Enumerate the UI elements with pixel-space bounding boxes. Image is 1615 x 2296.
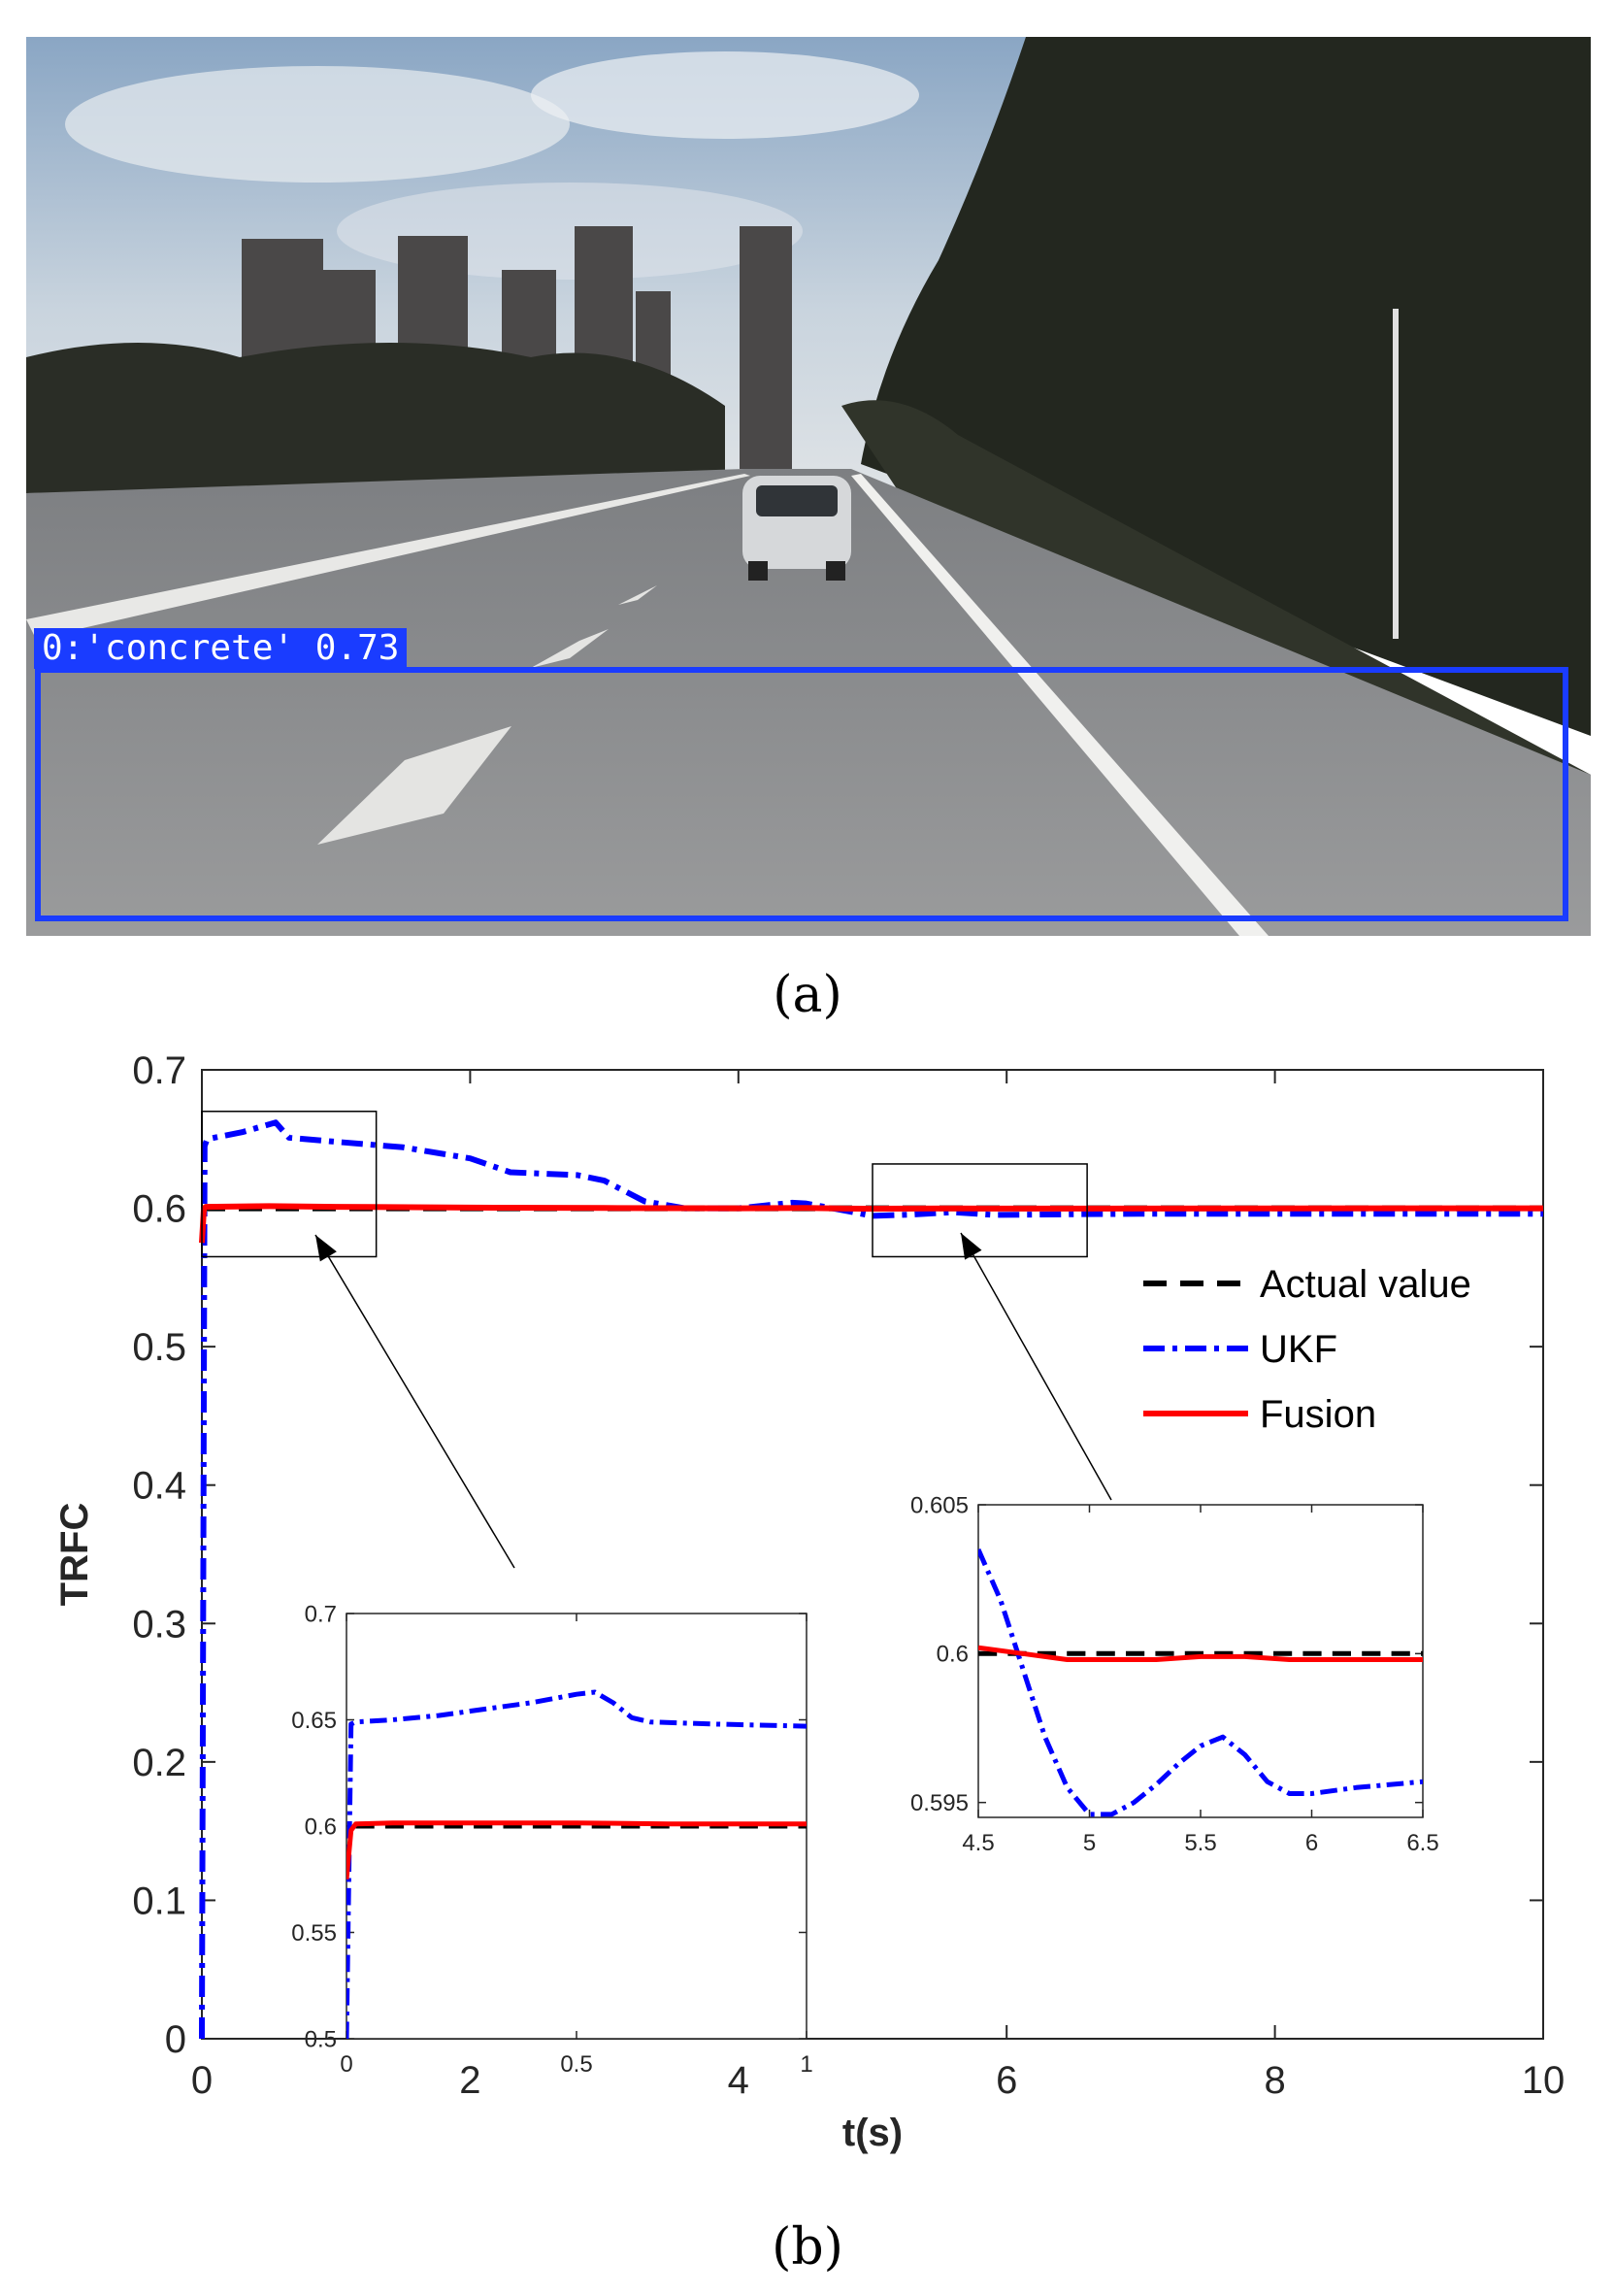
cloud — [65, 66, 570, 183]
right-trees — [861, 37, 1591, 736]
main-y-tick-label: 0.2 — [132, 1742, 186, 1784]
concrete-detection-box — [35, 667, 1568, 921]
inset0-x-tick-label: 0 — [340, 2051, 352, 2078]
inset1-x-tick-label: 6 — [1305, 1830, 1318, 1856]
inset1-x-tick-label: 5 — [1083, 1830, 1096, 1856]
zoom-arrow-head-0 — [315, 1235, 337, 1262]
x-axis-label: t(s) — [842, 2112, 903, 2154]
zoom-arrow-line-1 — [960, 1232, 1112, 1501]
inset0-y-tick-label: 0.7 — [305, 1601, 337, 1627]
left-trees — [26, 343, 725, 493]
main-x-tick-label: 8 — [1264, 2059, 1285, 2102]
zoom-arrow-head-1 — [961, 1233, 982, 1260]
main-x-tick-label: 0 — [191, 2059, 213, 2102]
inset0-x-tick-label: 0.5 — [560, 2051, 592, 2078]
main-y-tick-label: 0.1 — [132, 1880, 186, 1922]
inset0-series-line-1 — [346, 1689, 807, 2039]
main-series-line-2 — [199, 1203, 1544, 1244]
zoom-box-0 — [201, 1111, 378, 1258]
inset1-x-tick-label: 6.5 — [1406, 1830, 1438, 1856]
main-y-tick-label: 0.7 — [132, 1049, 186, 1092]
main-y-tick-label: 0.6 — [132, 1188, 186, 1231]
y-axis-label: TRFC — [53, 1503, 96, 1607]
main-y-tick-label: 0.4 — [132, 1465, 186, 1508]
legend-label-2: Fusion — [1260, 1393, 1376, 1436]
dashed-lane-marks — [317, 585, 657, 845]
inset0-y-tick-label: 0.65 — [291, 1708, 337, 1734]
car — [742, 476, 851, 581]
road-photo: 0:'concrete' 0.73 — [26, 37, 1591, 936]
inset0-series-line-2 — [346, 1820, 807, 1880]
inset1-x-tick-label: 5.5 — [1184, 1830, 1216, 1856]
inset1-y-tick-label: 0.605 — [910, 1492, 969, 1518]
zoom-arrow-line-0 — [314, 1234, 515, 1569]
main-x-tick-label: 2 — [459, 2059, 480, 2102]
panel-label-b: (b) — [772, 2218, 843, 2277]
main-x-tick-label: 6 — [996, 2059, 1017, 2102]
inset0-x-tick-label: 1 — [800, 2051, 812, 2078]
inset1-series-line-2 — [978, 1645, 1423, 1662]
inset1-y-tick-label: 0.6 — [937, 1642, 969, 1668]
lane-line — [26, 474, 750, 639]
cloud — [531, 51, 919, 139]
legend-label-1: UKF — [1260, 1328, 1337, 1371]
lane-line — [851, 474, 1269, 936]
road-scene-image — [26, 37, 1591, 936]
main-x-tick-label: 4 — [728, 2059, 749, 2102]
legend-label-0: Actual value — [1260, 1263, 1471, 1306]
main-y-tick-label: 0.3 — [132, 1603, 186, 1646]
inset1-x-tick-label: 4.5 — [962, 1830, 994, 1856]
inset0-y-tick-label: 0.5 — [305, 2026, 337, 2052]
main-y-tick-label: 0 — [165, 2018, 186, 2061]
detection-label: 0:'concrete' 0.73 — [34, 628, 408, 669]
zoom-box-1 — [872, 1163, 1088, 1258]
trfc-chart: 0 2 4 6 8 10 0 0.1 0.2 0.3 0.4 0.5 0.6 0.7 t(s) TRFC Act… — [0, 1029, 1615, 2223]
inset1-y-tick-label: 0.595 — [910, 1790, 969, 1816]
trfc-chart-svg: 0 2 4 6 8 1000.10.20.30.40.50.60.7t(s)TRFCAct… — [53, 1049, 1566, 2154]
inset0-y-tick-label: 0.55 — [291, 1920, 337, 1947]
main-y-tick-label: 0.5 — [132, 1326, 186, 1369]
panel-label-a: (a) — [773, 966, 842, 1024]
inset0-y-tick-label: 0.6 — [305, 1814, 337, 1840]
inset1-series-line-1 — [978, 1547, 1423, 1817]
pole — [1393, 309, 1399, 639]
main-x-tick-label: 10 — [1522, 2059, 1566, 2102]
